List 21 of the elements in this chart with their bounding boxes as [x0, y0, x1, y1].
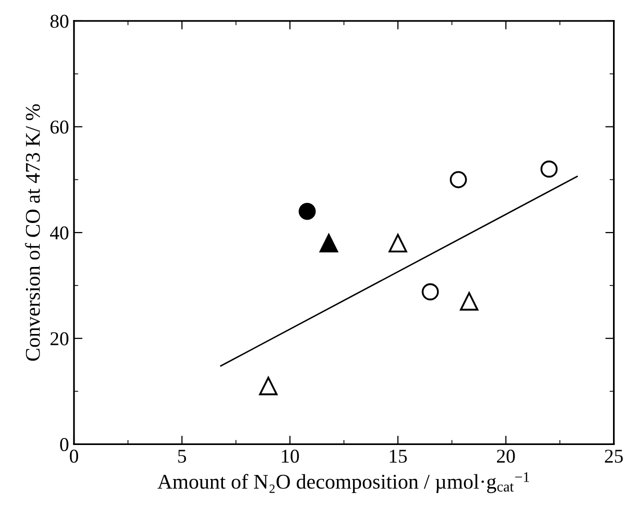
point	[320, 234, 338, 252]
y-tick-label: 60	[50, 120, 68, 134]
x-tick-label: 0	[70, 450, 78, 463]
point	[388, 234, 408, 252]
y-tick-label: 40	[50, 226, 68, 240]
x-axis-title: Amount of N₂O decomposition / µmol·g$_{cat}$$^{−1}$	[158, 472, 530, 494]
x-tick-label: 10	[282, 450, 299, 463]
point	[540, 160, 558, 178]
x-tick-label: 25	[604, 450, 623, 463]
point	[298, 202, 316, 220]
x-tick-label: 15	[390, 450, 407, 463]
y-axis-title: Conversion of CO at 473 K/ %	[25, 104, 40, 361]
point	[450, 171, 467, 188]
x-tick-label: 20	[496, 450, 515, 463]
y-tick-label: 80	[50, 14, 68, 28]
y-tick-label: 20	[50, 332, 68, 346]
point	[259, 376, 278, 396]
y-tick-label: 0	[60, 438, 68, 452]
point	[460, 292, 478, 311]
point	[422, 283, 439, 300]
x-tick-label: 5	[178, 450, 186, 463]
